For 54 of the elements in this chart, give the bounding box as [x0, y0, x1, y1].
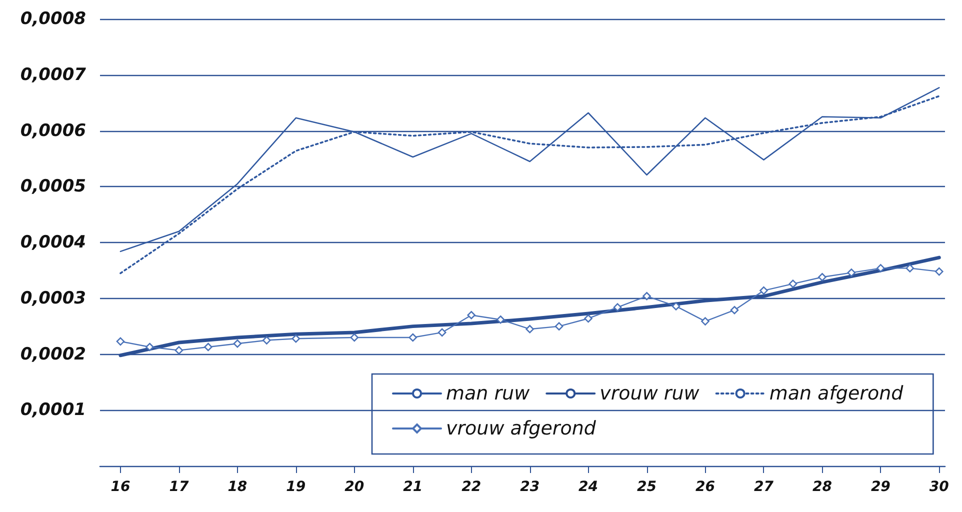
legend-label: vrouw ruw — [600, 382, 700, 404]
y-tick-label: 0,0002 — [20, 344, 86, 364]
x-tick-label: 24 — [578, 479, 598, 495]
point — [584, 314, 592, 323]
x-tick-label: 28 — [812, 479, 832, 495]
point — [554, 322, 564, 330]
point — [642, 292, 651, 300]
point — [818, 272, 826, 282]
point — [408, 333, 418, 342]
point — [233, 339, 242, 348]
point — [613, 303, 622, 312]
point — [496, 315, 505, 324]
x-tick-label: 17 — [169, 479, 189, 495]
x-tick-label: 29 — [870, 479, 891, 495]
point — [116, 337, 125, 346]
x-tick-label: 23 — [520, 479, 540, 495]
x-tick-label: 26 — [696, 479, 716, 495]
x-tick-label: 30 — [929, 479, 950, 495]
x-tick-label: 27 — [754, 479, 774, 495]
point — [292, 334, 300, 343]
point — [935, 267, 944, 276]
point — [906, 264, 914, 272]
y-tick-label: 0,0001 — [20, 400, 86, 420]
point — [467, 310, 476, 320]
x-tick-label: 22 — [462, 479, 482, 495]
point — [847, 268, 856, 277]
x-tick-label: 21 — [403, 479, 423, 495]
x-tick-label: 20 — [344, 479, 364, 495]
y-tick-label: 0,0007 — [20, 64, 86, 85]
legend-label: vrouw afgerond — [446, 418, 597, 440]
y-tick-label: 0,0005 — [20, 176, 86, 197]
point — [672, 302, 680, 310]
point — [204, 342, 212, 352]
point — [526, 324, 534, 334]
point — [876, 264, 885, 272]
point — [438, 328, 446, 337]
point — [788, 280, 798, 288]
point — [701, 317, 710, 326]
point — [262, 336, 271, 344]
y-tick-label: 0,0004 — [20, 232, 86, 252]
x-tick-label: 16 — [110, 479, 130, 495]
point — [760, 286, 768, 295]
y-tick-label: 0,0003 — [20, 288, 86, 308]
legend-label: man ruw — [446, 382, 530, 404]
point — [146, 342, 154, 352]
y-tick-label: 0,0008 — [20, 9, 86, 29]
point — [350, 333, 359, 342]
x-tick-label: 18 — [228, 479, 248, 495]
y-tick-label: 0,0006 — [20, 120, 86, 141]
x-tick-label: 25 — [637, 479, 657, 495]
point — [730, 306, 739, 314]
legend-label: man afgerond — [769, 382, 904, 404]
x-tick-label: 19 — [286, 479, 306, 495]
point — [174, 346, 184, 354]
